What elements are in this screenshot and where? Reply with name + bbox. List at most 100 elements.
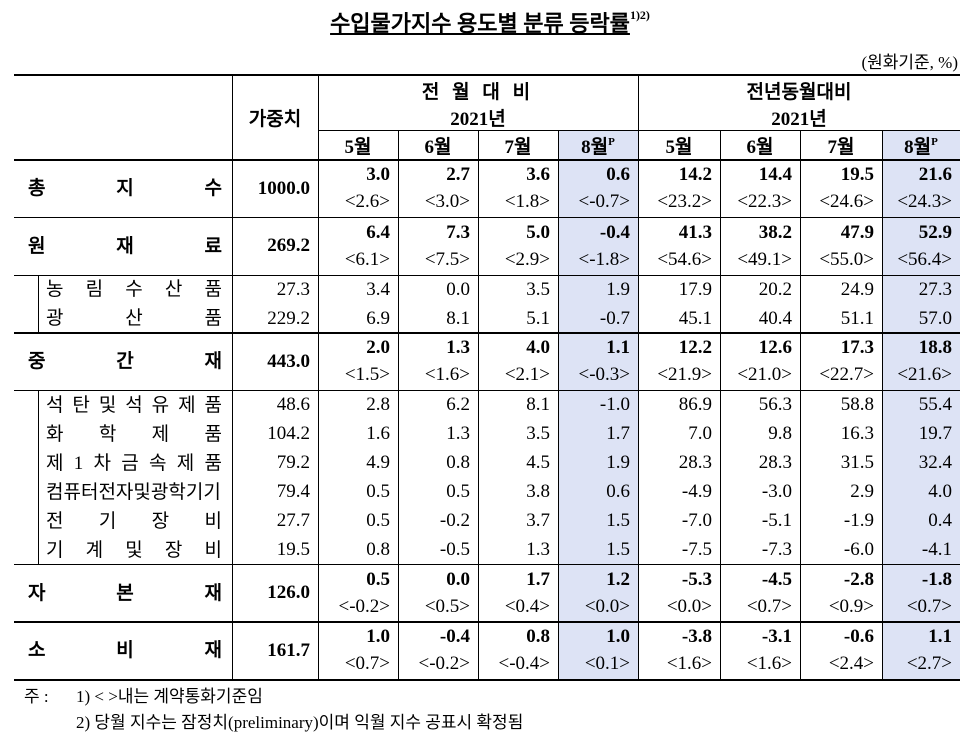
section-contract: <0.7> [344,653,390,675]
item-value: 86.9 [678,394,712,415]
section-contract: <0.7> [746,595,792,617]
section-contract: <7.5> [424,248,470,270]
section-contract: <0.7> [906,595,952,617]
item-weight: 79.4 [276,481,310,502]
section-value: 3.6 [526,164,550,186]
v-rule [881,130,883,680]
h-rule [14,216,960,219]
year-header: 2021년 [771,109,827,130]
section-contract: <1.6> [424,364,470,386]
section-contract: <2.7> [906,653,952,675]
section-contract: <-0.2> [338,595,390,617]
section-value: -1.8 [921,568,952,590]
section-contract: <22.3> [737,191,792,213]
item-value: 1.3 [526,539,550,560]
item-value: 2.8 [366,394,390,415]
section-value: 1.7 [526,568,550,590]
section-label-text: 원 재 료 [28,235,222,257]
item-value: 58.8 [840,394,874,415]
item-label: 화 학 제 품 [46,420,222,449]
item-value: 51.1 [840,307,874,329]
v-rule [37,275,39,333]
item-label: 전 기 장 비 [46,507,222,536]
section-value: 1.0 [366,626,390,648]
section-label-text: 총 지 수 [28,178,222,200]
section-value: 2.7 [446,164,470,186]
item-label-text: 석 탄 및 석 유 제 품 [46,394,222,416]
item-value: 40.4 [758,307,792,329]
section-value: 1.3 [446,337,470,359]
item-value: 1.9 [606,452,630,473]
h-rule [14,332,960,334]
item-value: 1.3 [446,423,470,444]
section-value: 1.1 [606,337,630,359]
section-value: 38.2 [758,221,792,243]
section-contract: <0.4> [504,595,550,617]
item-value: 20.2 [758,278,792,300]
month-header: 5월 [344,136,372,158]
section-contract: <1.6> [666,653,712,675]
section-contract: <24.6> [819,191,874,213]
item-label-text: 제 1 차 금 속 제 품 [46,452,222,474]
section-value: 21.6 [918,164,952,186]
item-value: 4.9 [366,452,390,473]
month-header: 6월 [424,136,452,158]
section-value: -2.8 [843,568,874,590]
item-weight: 27.3 [276,278,310,300]
v-rule [231,75,233,680]
section-value: 14.2 [678,164,712,186]
item-label-text: 농 림 수 산 품 [46,279,222,300]
item-label-text: 화 학 제 품 [46,423,222,445]
section-contract: <0.5> [424,595,470,617]
item-value: 27.3 [918,278,952,300]
section-contract: <2.1> [504,364,550,386]
item-value: 0.8 [446,452,470,473]
item-value: 45.1 [678,307,712,329]
weight-header: 가중치 [248,109,302,130]
item-value: 3.8 [526,481,550,502]
section-contract: <1.6> [746,653,792,675]
h-rule [14,159,960,161]
section-value: 5.0 [526,221,550,243]
item-value: 0.5 [446,481,470,502]
section-contract: <56.4> [897,248,952,270]
item-label: 광 산 품 [46,304,222,333]
item-value: -7.5 [681,539,712,560]
month-header: 7월 [827,136,855,158]
item-value: -0.2 [439,510,470,531]
section-contract: <0.0> [584,595,630,617]
section-value: 41.3 [678,221,712,243]
h-rule [14,74,960,76]
section-contract: <2.4> [828,653,874,675]
item-value: 4.5 [526,452,550,473]
item-label-text: 전 기 장 비 [46,510,222,532]
item-weight: 79.2 [276,452,310,473]
item-label-text: 컴퓨터전자및광학기기 [46,481,221,503]
item-value: 3.5 [526,278,550,300]
section-value: 1.2 [606,568,630,590]
section-value: 0.5 [366,568,390,590]
section-value: 0.8 [526,626,550,648]
item-value: 19.7 [918,423,952,444]
note-prefix: 주 : [24,687,49,706]
section-contract: <-0.3> [578,364,630,386]
v-rule [557,130,559,680]
section-value: 3.0 [366,164,390,186]
item-value: 1.7 [606,423,630,444]
item-label: 석 탄 및 석 유 제 품 [46,391,222,420]
section-contract: <3.0> [424,191,470,213]
item-value: -0.5 [439,539,470,560]
prelim-shade [558,130,638,680]
title-sup: 1)2) [629,8,650,22]
item-label: 농 림 수 산 품 [46,275,222,304]
item-weight: 19.5 [276,539,310,560]
section-value: 12.2 [678,337,712,359]
section-contract: <21.9> [657,364,712,386]
section-contract: <49.1> [737,248,792,270]
section-label: 자 본 재 [28,565,222,623]
section-value: -0.6 [843,626,874,648]
item-value: -5.1 [761,510,792,531]
section-value: 0.6 [606,164,630,186]
v-rule [317,75,319,680]
